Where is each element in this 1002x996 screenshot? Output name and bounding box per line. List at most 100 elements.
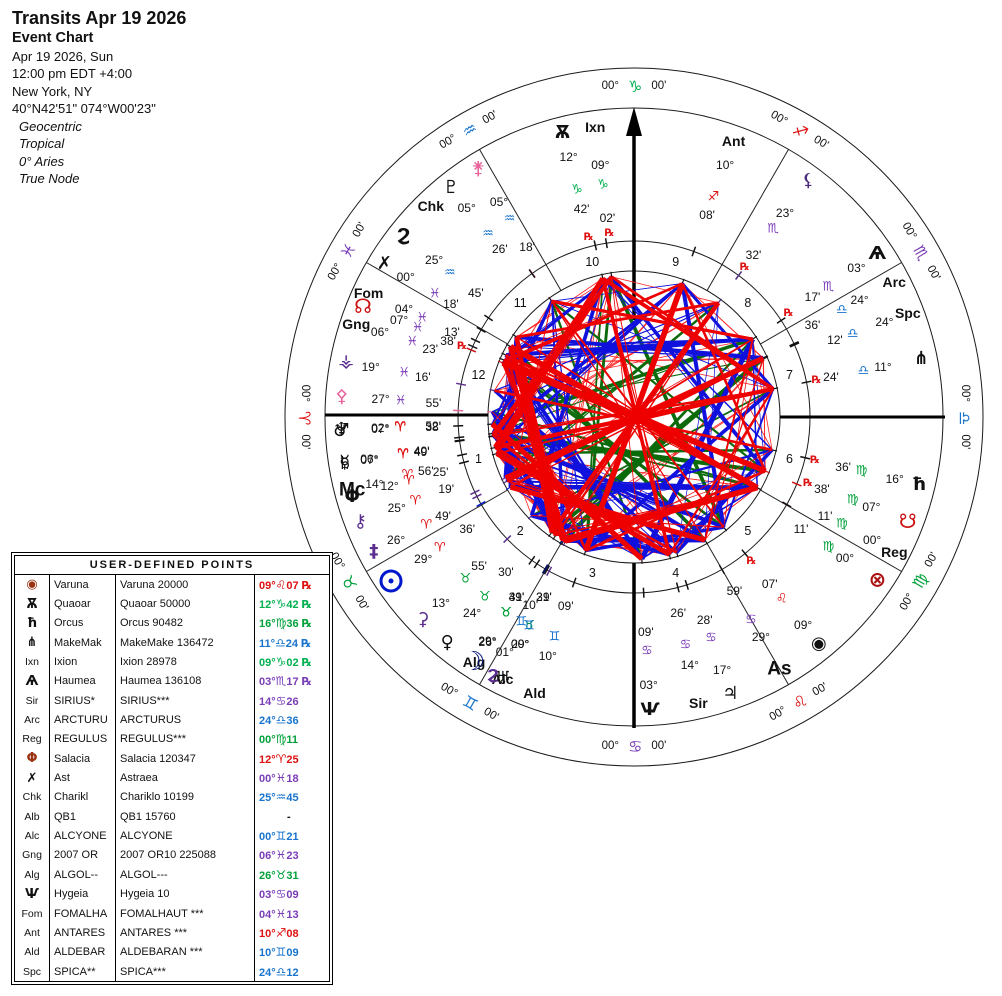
point-name: MakeMak <box>49 633 115 653</box>
point-name: SIRIUS* <box>49 691 115 711</box>
leo-sign-icon: ♌ <box>275 577 287 592</box>
point-name: 2007 OR <box>49 845 115 866</box>
point-full-name: Haumea 136108 <box>115 671 254 692</box>
table-row: Ѫ Quaoar Quaoar 50000 12°♑42 ℞ <box>15 594 329 614</box>
table-row: Spc SPICA** SPICA*** 24°♎12 <box>15 961 329 982</box>
planet-tick <box>789 341 799 347</box>
aspect-line <box>551 301 706 541</box>
point-abbr: Chk <box>22 791 42 804</box>
planet-tick <box>642 587 645 598</box>
table-row: Gng 2007 OR 2007 OR10 225088 06°♓23 <box>15 845 329 866</box>
point-name: ALCYONE <box>49 826 115 846</box>
planet-tick <box>483 314 494 322</box>
retrograde-flag: ℞ <box>301 656 312 670</box>
aquarius-sign-icon: ♒ <box>275 790 287 805</box>
planet-tick <box>734 270 743 280</box>
planet-tick <box>691 246 697 257</box>
point-position-cell: 00°♊21 <box>254 826 329 846</box>
point-abbr: Ixn <box>24 656 39 669</box>
planet-tick <box>467 343 478 350</box>
table-row: Ѧ Haumea Haumea 136108 03°♏17 ℞ <box>15 671 329 692</box>
option-zodiac: Tropical <box>19 136 65 151</box>
point-full-name: Quaoar 50000 <box>115 594 254 614</box>
point-position: 11°♎24 ℞ <box>259 635 311 650</box>
point-position: 00°♓18 <box>259 771 299 786</box>
option-node: True Node <box>19 171 80 186</box>
planet-tick <box>476 326 486 333</box>
point-position-cell: 24°♎12 <box>254 961 329 982</box>
point-position: 24°♎36 <box>259 713 299 728</box>
chart-header: Transits Apr 19 2026 Event Chart Apr 19 … <box>12 8 277 186</box>
table-row: ◉ Varuna Varuna 20000 09°♌07 ℞ <box>15 575 329 595</box>
house-cusp-line <box>366 262 508 345</box>
point-position-cell: 00°♍11 <box>254 729 329 750</box>
planet-tick <box>604 238 608 249</box>
aspect-line <box>610 275 767 473</box>
planet-tick <box>456 382 467 386</box>
table-row: Alc ALCYONE ALCYONE 00°♊21 <box>15 826 329 846</box>
aspect-line <box>516 301 719 339</box>
planet-tick <box>776 317 786 324</box>
aspect-line <box>551 299 753 341</box>
planet-tick <box>684 579 690 590</box>
point-position-cell: - <box>254 807 329 827</box>
planet-tick <box>454 439 465 443</box>
planet-tick <box>533 559 541 569</box>
libra-sign-icon: ♎ <box>275 713 287 728</box>
point-full-name: Hygeia 10 <box>115 884 254 904</box>
aspect-line <box>502 338 753 364</box>
point-full-name: 2007 OR10 225088 <box>115 845 254 866</box>
house-cusp-line <box>479 149 562 291</box>
planet-tick <box>528 269 536 279</box>
planet-tick <box>454 436 465 439</box>
point-glyph-icon: Ѱ <box>25 886 39 902</box>
point-name: Charikl <box>49 787 115 808</box>
aspect-line <box>704 357 764 541</box>
point-position-cell: 12°♑42 ℞ <box>254 594 329 614</box>
planet-tick <box>718 564 726 575</box>
wheel-ring <box>284 67 984 767</box>
virgo-sign-icon: ♍ <box>275 732 287 747</box>
point-abbr: Alb <box>24 810 40 823</box>
point-abbr: Alc <box>24 830 40 843</box>
point-name: ALGOL-- <box>49 865 115 885</box>
aspect-line <box>501 360 767 474</box>
point-position: 09°♑02 ℞ <box>259 655 312 670</box>
planet-tick <box>458 460 469 465</box>
aspect-line <box>681 283 773 451</box>
point-position-cell: 10°♊09 <box>254 942 329 962</box>
planet-tick <box>542 564 549 574</box>
retrograde-flag: ℞ <box>301 636 311 650</box>
point-glyph-icon: Ѫ <box>26 596 38 612</box>
planet-tick <box>453 424 464 427</box>
cancer-sign-icon: ♋ <box>275 693 287 708</box>
planet-tick <box>801 380 812 384</box>
table-row: ⋔ MakeMak MakeMake 136472 11°♎24 ℞ <box>15 633 329 653</box>
user-defined-points-table: USER-DEFINED POINTS ◉ Varuna Varuna 20000 0… <box>11 552 333 986</box>
planet-tick <box>593 240 598 251</box>
planet-tick <box>466 347 477 353</box>
planet-tick <box>470 337 481 344</box>
planet-tick <box>546 566 553 576</box>
point-position-cell: 24°♎36 <box>254 710 329 730</box>
point-name: ANTARES <box>49 923 115 943</box>
table-row: Φ Salacia Salacia 120347 12°♈25 <box>15 749 329 769</box>
aries-sign-icon: ♈ <box>275 751 287 766</box>
chart-time: 12:00 pm EDT +4:00 <box>12 66 133 81</box>
capricorn-sign-icon: ♑ <box>275 655 287 670</box>
table-row: Alb QB1 QB1 15760 - <box>15 807 329 827</box>
point-position: 09°♌07 ℞ <box>259 577 312 592</box>
point-full-name: ARCTURUS <box>115 710 254 730</box>
point-glyph-icon: ⋔ <box>26 635 38 651</box>
point-abbr: Spc <box>22 965 42 978</box>
planet-tick <box>503 535 512 544</box>
aspect-line <box>510 486 643 560</box>
planet-tick <box>457 453 468 457</box>
point-abbr: Ald <box>24 946 40 959</box>
point-abbr: Sir <box>25 694 39 707</box>
point-name: Orcus <box>49 613 115 634</box>
point-position: 00°♊21 <box>259 829 299 844</box>
point-name: ARCTURU <box>49 710 115 730</box>
point-glyph-icon: ✗ <box>26 770 38 786</box>
